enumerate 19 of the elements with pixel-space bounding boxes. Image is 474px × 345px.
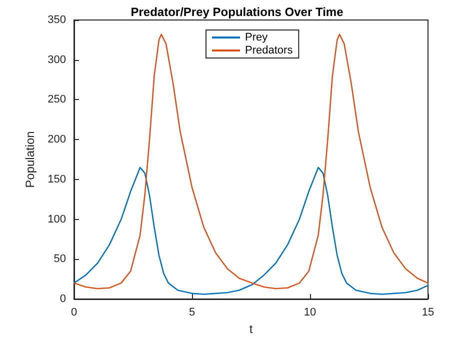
x-tick-label: 10 (304, 306, 316, 318)
y-tick-label: 150 (48, 173, 66, 186)
y-tick-label: 200 (48, 134, 66, 146)
y-tick-label: 350 (48, 14, 66, 26)
legend-label: Prey (245, 32, 268, 44)
x-tick-label: 0 (70, 306, 78, 318)
legend-label: Predators (245, 44, 294, 56)
y-tick-label: 300 (48, 54, 66, 66)
y-tick-label: 0 (60, 293, 66, 305)
x-tick-label: 15 (422, 306, 434, 318)
y-axis-title: Population (23, 131, 37, 188)
x-axis-title: t (249, 322, 254, 336)
y-tick-label: 50 (54, 253, 66, 266)
y-tick-label: 250 (48, 94, 66, 106)
chart-title: Predator/Prey Populations Over Time (130, 5, 344, 19)
x-tick-label: 5 (188, 306, 196, 318)
y-tick-label: 100 (48, 213, 66, 226)
line-series (73, 34, 429, 290)
line-series (73, 166, 429, 295)
